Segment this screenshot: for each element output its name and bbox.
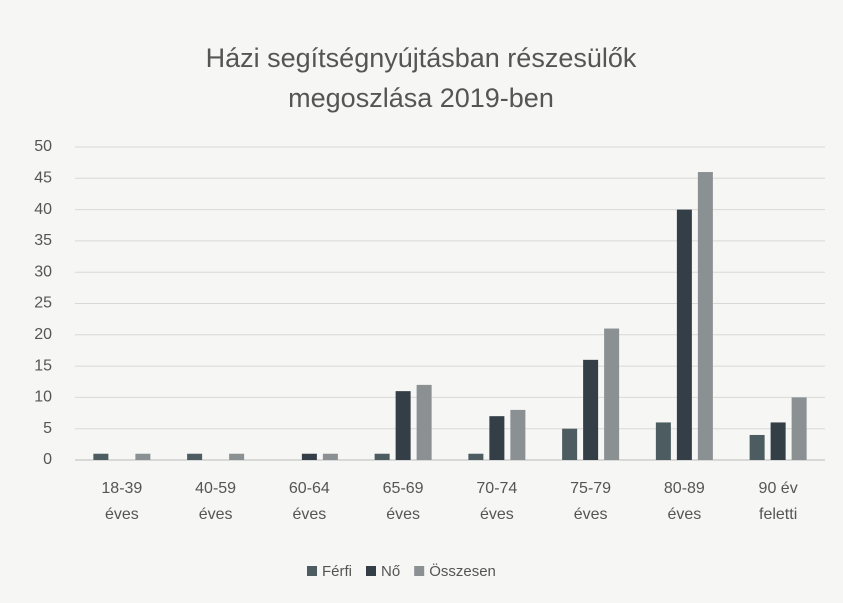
- y-tick-label: 15: [34, 357, 52, 374]
- legend-label: Férfi: [322, 563, 352, 580]
- bar: [395, 391, 411, 460]
- bar: [655, 422, 671, 460]
- x-tick-label: 60-64 éves: [288, 480, 330, 523]
- bar: [510, 409, 526, 460]
- bar: [322, 453, 338, 460]
- bar: [229, 453, 245, 460]
- bar: [604, 328, 620, 460]
- y-tick-label: 0: [43, 451, 52, 468]
- bar: [770, 422, 786, 460]
- bar: [468, 453, 484, 460]
- bar: [93, 453, 109, 460]
- legend-swatch: [414, 566, 425, 576]
- bar: [489, 416, 505, 460]
- y-tick-label: 25: [34, 295, 52, 312]
- y-tick-label: 5: [43, 420, 52, 437]
- bar: [135, 453, 151, 460]
- bar: [562, 428, 578, 460]
- y-tick-label: 20: [34, 326, 52, 343]
- bar: [676, 209, 692, 460]
- y-tick-label: 45: [34, 170, 52, 187]
- bar: [583, 359, 599, 460]
- x-tick-label: 75-79 éves: [570, 480, 612, 523]
- legend-label: Összesen: [429, 562, 496, 580]
- x-tick-label: 40-59 éves: [195, 480, 237, 523]
- bar: [187, 453, 203, 460]
- x-tick-label: 18-39 éves: [101, 480, 143, 523]
- legend-swatch: [366, 566, 376, 576]
- x-tick-label: 65-69 éves: [382, 480, 424, 523]
- bar: [697, 172, 713, 461]
- y-tick-label: 10: [34, 389, 52, 406]
- y-tick-label: 30: [34, 263, 52, 280]
- chart-title: Házi segítségnyújtásban részesülők megosz…: [206, 43, 637, 113]
- x-tick-label: 70-74 éves: [476, 480, 518, 523]
- y-tick-label: 50: [34, 138, 52, 155]
- x-tick-label: 90 év feletti: [758, 480, 798, 523]
- y-tick-label: 35: [34, 232, 52, 249]
- bar: [301, 453, 317, 460]
- legend-label: Nő: [381, 563, 400, 580]
- x-tick-label: 80-89 éves: [663, 480, 705, 523]
- bar: [749, 434, 765, 460]
- y-tick-label: 40: [34, 201, 52, 218]
- bar: [416, 384, 432, 460]
- bar: [374, 453, 390, 460]
- legend-swatch: [307, 566, 317, 576]
- bar: [791, 397, 807, 460]
